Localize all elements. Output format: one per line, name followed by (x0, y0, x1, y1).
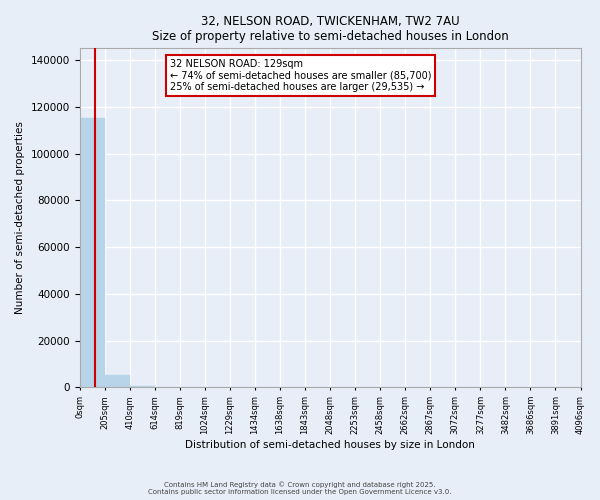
Bar (130, 386, 155, 388)
Y-axis label: Number of semi-detached properties: Number of semi-detached properties (15, 122, 25, 314)
Bar (80, 118, 104, 388)
Bar (104, 376, 130, 388)
Text: 32 NELSON ROAD: 129sqm
← 74% of semi-detached houses are smaller (85,700)
25% of: 32 NELSON ROAD: 129sqm ← 74% of semi-det… (170, 58, 431, 92)
X-axis label: Distribution of semi-detached houses by size in London: Distribution of semi-detached houses by … (185, 440, 475, 450)
Text: Contains HM Land Registry data © Crown copyright and database right 2025.
Contai: Contains HM Land Registry data © Crown c… (148, 482, 452, 495)
Title: 32, NELSON ROAD, TWICKENHAM, TW2 7AU
Size of property relative to semi-detached : 32, NELSON ROAD, TWICKENHAM, TW2 7AU Siz… (152, 15, 508, 43)
